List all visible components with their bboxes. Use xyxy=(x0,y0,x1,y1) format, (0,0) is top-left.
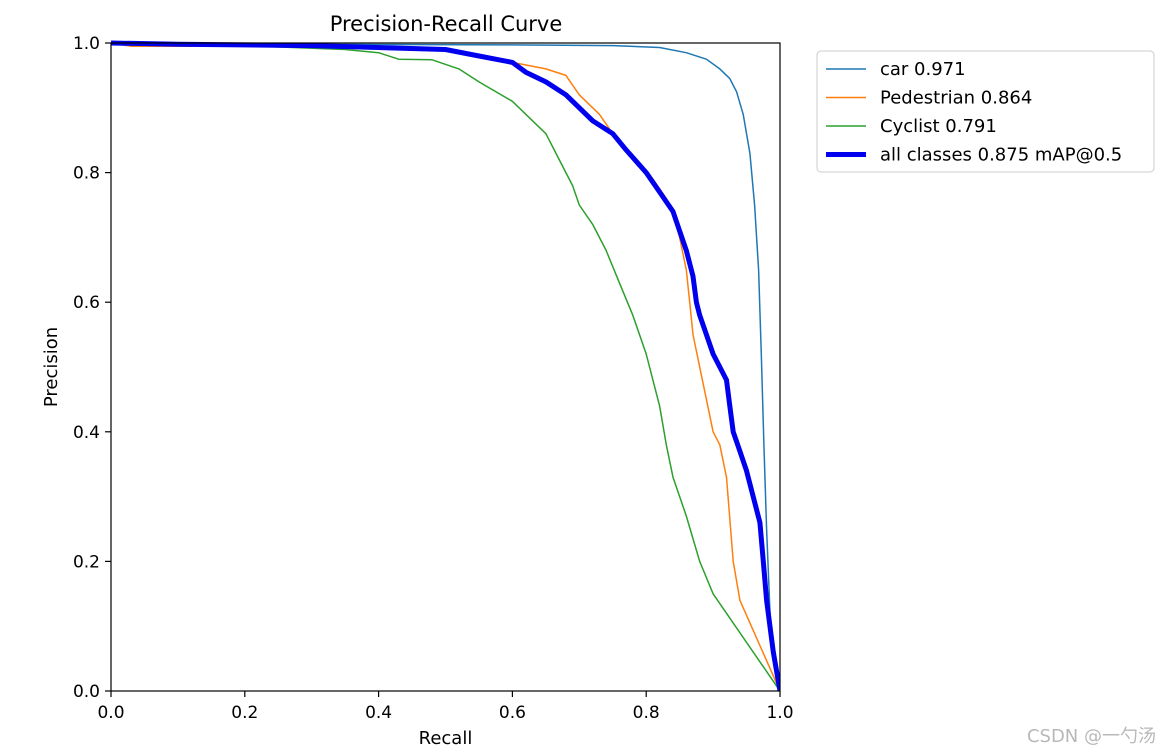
series-layer xyxy=(111,40,780,692)
x-tick-label: 0.6 xyxy=(499,703,526,723)
chart-title: Precision-Recall Curve xyxy=(330,12,563,36)
y-tick-label: 0.2 xyxy=(73,552,100,572)
legend: car 0.971 Pedestrian 0.864 Cyclist 0.791 al… xyxy=(816,50,1155,173)
x-tick-label: 0.2 xyxy=(231,703,258,723)
legend-label-3: all classes 0.875 mAP@0.5 xyxy=(880,145,1122,166)
x-tick-label: 0.8 xyxy=(633,703,660,723)
y-axis-label: Precision xyxy=(41,327,62,407)
watermark-text: CSDN @一勺汤 xyxy=(1026,726,1156,747)
y-tick-label: 0.6 xyxy=(73,293,100,313)
y-tick-label: 0.0 xyxy=(73,682,100,702)
legend-frame xyxy=(816,50,1155,173)
legend-label-2: Cyclist 0.791 xyxy=(880,116,997,137)
x-axis-label: Recall xyxy=(419,728,473,749)
legend-label-1: Pedestrian 0.864 xyxy=(880,88,1032,109)
series-line-0 xyxy=(111,42,780,692)
legend-label-0: car 0.971 xyxy=(880,59,966,80)
series-line-3 xyxy=(111,40,780,692)
x-tick-label: 0.4 xyxy=(365,703,392,723)
y-tick-label: 0.8 xyxy=(73,164,100,184)
y-tick-label: 0.4 xyxy=(73,423,100,443)
series-line-1 xyxy=(111,42,780,692)
y-tick-label: 1.0 xyxy=(73,34,100,54)
x-tick-label: 0.0 xyxy=(97,703,124,723)
plot-frame xyxy=(110,42,781,692)
x-tick-label: 1.0 xyxy=(766,703,793,723)
ticks-layer: 0.0 0.2 0.4 0.6 0.8 1.0 0.0 0.2 0.4 0.6 0.8 1.0 xyxy=(73,34,794,723)
series-line-2 xyxy=(111,42,780,692)
